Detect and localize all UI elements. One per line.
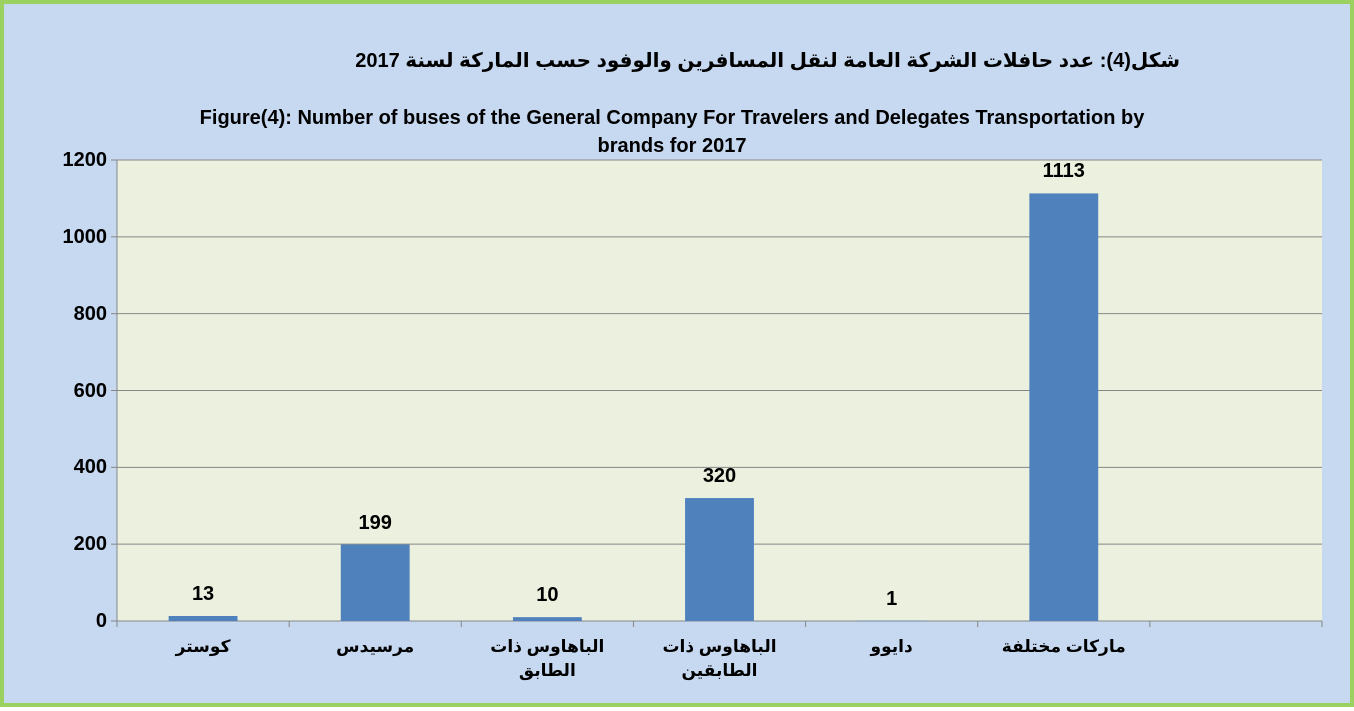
y-tick-label: 0 (17, 611, 107, 631)
y-tick-label: 200 (17, 534, 107, 554)
x-tick-label: مرسيدس (305, 635, 445, 659)
x-tick-label: الباهاوس ذات الطابقين (650, 635, 790, 683)
bar (513, 617, 582, 621)
data-label: 199 (315, 513, 435, 533)
bar (169, 616, 238, 621)
y-tick-label: 600 (17, 381, 107, 401)
data-label: 13 (143, 584, 263, 604)
bar (341, 545, 410, 621)
bar (685, 498, 754, 621)
x-tick-label: ماركات مختلفة (994, 635, 1134, 659)
chart-title-arabic: شكل(4): عدد حافلات الشركة العامة لنقل ال… (355, 48, 1180, 73)
chart-title: Figure(4): Number of buses of the Genera… (167, 104, 1177, 160)
x-tick-label: الباهاوس ذات الطابق (477, 635, 617, 683)
bar (1029, 193, 1098, 621)
y-tick-label: 1000 (17, 227, 107, 247)
data-label: 10 (487, 585, 607, 605)
x-tick-label: كوستر (133, 635, 273, 659)
data-label: 1 (832, 589, 952, 609)
data-label: 1113 (1004, 161, 1124, 181)
data-label: 320 (660, 466, 780, 486)
y-tick-label: 400 (17, 457, 107, 477)
y-tick-label: 1200 (17, 150, 107, 170)
y-tick-label: 800 (17, 304, 107, 324)
x-tick-label: دايوو (822, 635, 962, 659)
